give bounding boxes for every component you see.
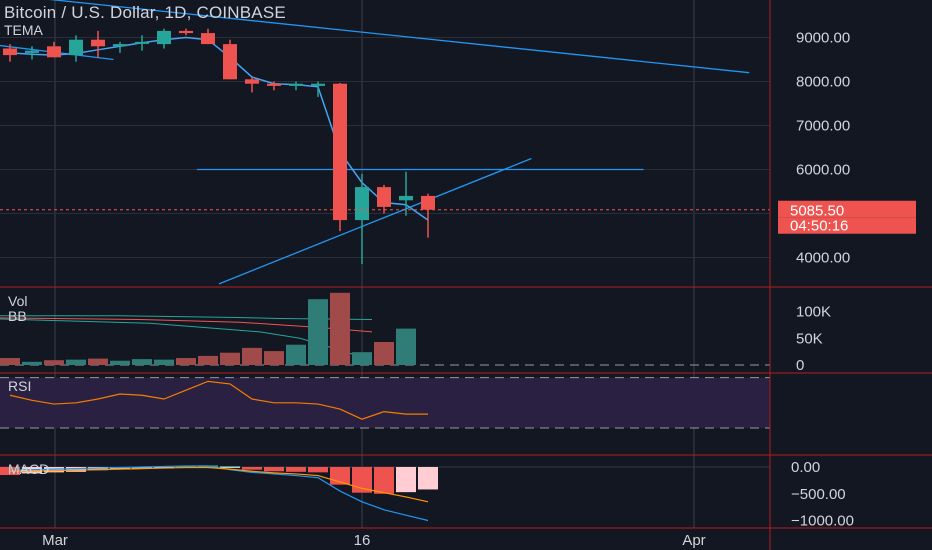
candle[interactable] bbox=[91, 39, 105, 47]
volume-bar[interactable] bbox=[308, 299, 328, 365]
price-tick-label: 4000.00 bbox=[796, 250, 850, 267]
volume-bar[interactable] bbox=[132, 359, 152, 365]
volume-bar[interactable] bbox=[330, 292, 350, 365]
macd-histogram-bar[interactable] bbox=[374, 467, 394, 494]
volume-bar[interactable] bbox=[66, 359, 86, 365]
volume-bar[interactable] bbox=[396, 328, 416, 365]
price-tick-label: 7000.00 bbox=[796, 118, 850, 135]
volume-bar[interactable] bbox=[242, 347, 262, 365]
candle[interactable] bbox=[289, 83, 303, 86]
candle[interactable] bbox=[69, 39, 83, 56]
price-tick-label: 8000.00 bbox=[796, 74, 850, 91]
chart-title: Bitcoin / U.S. Dollar, 1D, COINBASE bbox=[4, 3, 286, 22]
candle[interactable] bbox=[25, 50, 39, 53]
macd-histogram-bar[interactable] bbox=[308, 467, 328, 473]
candle[interactable] bbox=[421, 195, 435, 210]
candle[interactable] bbox=[377, 187, 391, 207]
macd-histogram-bar[interactable] bbox=[264, 467, 284, 472]
indicator-label-tema: TEMA bbox=[4, 22, 43, 38]
macd-signal-line bbox=[9, 466, 429, 503]
volume-bar[interactable] bbox=[176, 358, 196, 365]
candle[interactable] bbox=[399, 195, 413, 201]
time-tick-label: 16 bbox=[354, 532, 371, 549]
rsi-label: RSI bbox=[8, 378, 32, 394]
candle[interactable] bbox=[311, 83, 325, 86]
candle[interactable] bbox=[3, 48, 17, 56]
volume-bar[interactable] bbox=[88, 358, 108, 365]
time-tick-label: Mar bbox=[42, 532, 68, 549]
candle[interactable] bbox=[333, 83, 347, 221]
time-tick-label: Apr bbox=[682, 532, 705, 549]
volume-label: Vol bbox=[8, 293, 28, 309]
candle[interactable] bbox=[355, 187, 369, 221]
macd-histogram-bar[interactable] bbox=[418, 467, 438, 490]
volume-bar[interactable] bbox=[264, 351, 284, 365]
volume-bar[interactable] bbox=[286, 344, 306, 365]
macd-histogram-bar[interactable] bbox=[396, 467, 416, 493]
volume-bar[interactable] bbox=[110, 360, 130, 365]
candle[interactable] bbox=[201, 33, 215, 45]
volume-bar[interactable] bbox=[44, 360, 64, 365]
macd-tick-label: 0.00 bbox=[791, 459, 820, 476]
volume-bar[interactable] bbox=[352, 352, 372, 365]
candle[interactable] bbox=[245, 79, 259, 84]
countdown-label: 04:50:16 bbox=[790, 218, 848, 235]
candle[interactable] bbox=[223, 44, 237, 80]
volume-bar[interactable] bbox=[154, 359, 174, 365]
macd-tick-label: −500.00 bbox=[791, 486, 846, 503]
volume-bar[interactable] bbox=[22, 361, 42, 365]
trendline-1[interactable] bbox=[10, 0, 750, 74]
candle[interactable] bbox=[179, 30, 193, 34]
rsi-band bbox=[0, 377, 770, 428]
macd-histogram-bar[interactable] bbox=[66, 467, 86, 472]
candle[interactable] bbox=[47, 46, 61, 58]
rsi-line bbox=[9, 380, 428, 420]
volume-tick-label: 100K bbox=[796, 304, 831, 321]
macd-label: MACD bbox=[8, 461, 50, 477]
last-price-badge bbox=[778, 200, 916, 218]
volume-tick-label: 50K bbox=[796, 330, 823, 347]
trendline-3[interactable] bbox=[218, 157, 532, 285]
candle[interactable] bbox=[267, 83, 281, 86]
price-tick-label: 9000.00 bbox=[796, 30, 850, 47]
candle[interactable] bbox=[135, 41, 149, 44]
countdown-badge bbox=[778, 217, 916, 234]
macd-histogram-bar[interactable] bbox=[242, 467, 262, 470]
volume-bar[interactable] bbox=[0, 358, 20, 365]
volume-bar[interactable] bbox=[198, 355, 218, 365]
candle[interactable] bbox=[157, 30, 171, 45]
volume-bar[interactable] bbox=[374, 341, 394, 365]
price-tick-label: 6000.00 bbox=[796, 162, 850, 179]
macd-histogram-bar[interactable] bbox=[176, 465, 196, 468]
macd-histogram-bar[interactable] bbox=[286, 467, 306, 472]
volume-bar[interactable] bbox=[220, 352, 240, 365]
bb-label: BB bbox=[8, 308, 27, 324]
volume-tick-label: 0 bbox=[796, 357, 804, 374]
macd-histogram-bar[interactable] bbox=[220, 466, 240, 468]
candle[interactable] bbox=[113, 44, 127, 47]
last-price-label: 5085.50 bbox=[790, 203, 844, 220]
macd-tick-label: −1000.00 bbox=[791, 513, 854, 530]
macd-histogram-bar[interactable] bbox=[132, 467, 152, 469]
macd-histogram-bar[interactable] bbox=[352, 467, 372, 493]
